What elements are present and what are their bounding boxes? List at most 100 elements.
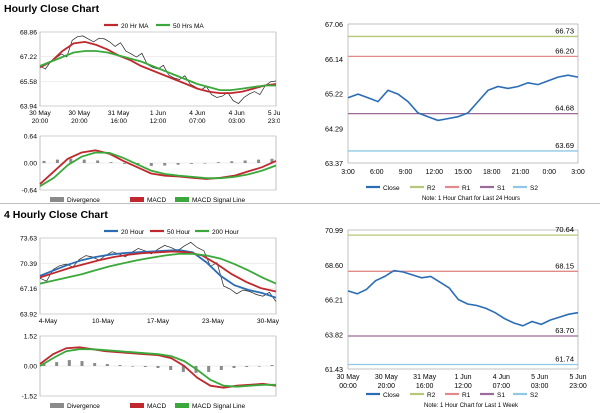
y-tick-label: 67.22 (20, 54, 37, 61)
price-line (39, 241, 277, 302)
histogram-bar (149, 163, 153, 166)
legend-label: 200 Hour (212, 229, 240, 236)
x-tick-label: 5 Jun (531, 374, 548, 381)
x-tick-label: 03:00 (228, 118, 245, 125)
chart-note: Note: 1 Hour Chart for Last 1 Week (424, 403, 519, 409)
close-line (347, 74, 579, 122)
x-tick-label: 23:00 (268, 118, 280, 125)
x-tick-label: 20:00 (71, 118, 88, 125)
x-tick-label: 1 Jun (150, 110, 166, 117)
histogram-bar (105, 364, 109, 366)
x-tick-label: 07:00 (189, 118, 206, 125)
histogram-bar (93, 363, 97, 366)
x-tick-label: 4 Jun (229, 110, 245, 117)
histogram-bar (109, 162, 113, 163)
legend-label: S1 (497, 185, 505, 192)
ma200-line (39, 252, 277, 285)
legend-label: 50 Hrs MA (173, 23, 204, 30)
legend-label: Divergence (67, 197, 100, 204)
hourly-levels-chart: 67.06 66.14 65.22 64.29 63.37 66.73 66.20 64.68… (325, 20, 585, 202)
price-line (39, 35, 277, 104)
x-tick-label: 10-May (92, 318, 115, 325)
legend-swatch (50, 403, 64, 408)
y-tick-label: -1.52 (22, 394, 38, 401)
legend-label: S2 (530, 185, 538, 192)
legend-swatch (175, 197, 189, 202)
y-tick-label: 70.39 (20, 261, 37, 268)
legend-swatch (50, 197, 64, 202)
histogram-bar (169, 366, 173, 370)
x-tick-label: 23:00 (569, 383, 587, 390)
histogram-bar (216, 162, 220, 163)
x-tick-label: 12:00 (425, 169, 443, 176)
x-tick-label: 16:00 (416, 383, 434, 390)
legend-label: MACD Signal Line (192, 197, 245, 204)
ma50-line (39, 250, 277, 293)
y-tick-label: 1.52 (24, 334, 37, 341)
histogram-bar (270, 158, 274, 163)
x-tick-label: 03:00 (531, 383, 549, 390)
x-tick-label: 16:00 (110, 118, 127, 125)
s1-label: 63.70 (555, 326, 574, 335)
y-tick-label: 63.94 (20, 104, 37, 111)
y-tick-label: 0.64 (24, 134, 37, 141)
x-tick-label: 30 May (375, 374, 398, 381)
legend-swatch (175, 403, 189, 408)
legend-swatch (130, 403, 144, 408)
histogram-bar (131, 366, 135, 367)
hourly-price-chart: 68.86 67.22 65.58 63.94 20 Hr MA 50 Hrs MA 30 … (20, 23, 280, 125)
plot-frame (347, 229, 579, 370)
legend-label: R2 (427, 185, 436, 192)
r1-label: 66.20 (555, 46, 574, 55)
chart-note: Note: 1 Hour Chart for Last 24 Hours (422, 196, 520, 202)
x-tick-label: 3:00 (571, 169, 585, 176)
y-tick-label: 66.21 (325, 296, 343, 305)
y-tick-label: -0.64 (22, 188, 38, 195)
histogram-bar (118, 365, 122, 366)
legend-label: R1 (462, 392, 471, 399)
legend-label: MACD (147, 403, 166, 410)
4h-levels-chart: 70.99 68.60 66.21 63.82 61.43 70.64 68.15 63.70… (325, 225, 587, 409)
y-tick-label: 64.29 (325, 124, 343, 133)
x-tick-label: 31 May (108, 110, 130, 117)
r1-label: 68.15 (555, 261, 574, 270)
legend-label: 50 Hour (167, 229, 191, 236)
histogram-bar (230, 161, 234, 163)
y-tick-label: 65.58 (20, 79, 37, 86)
s1-label: 64.68 (555, 104, 574, 113)
y-tick-label: 65.22 (325, 90, 343, 99)
plot-frame (347, 23, 579, 164)
histogram-bar (55, 159, 59, 163)
r2-label: 66.73 (555, 26, 574, 35)
y-tick-label: 67.06 (325, 20, 343, 29)
legend-swatch (130, 197, 144, 202)
histogram-bar (243, 160, 247, 163)
legend-label: 20 Hr MA (121, 23, 149, 30)
legend-label: MACD Signal Line (192, 403, 245, 410)
y-tick-label: 61.43 (325, 365, 343, 374)
y-tick-label: 73.63 (20, 236, 37, 243)
histogram-bar (122, 163, 126, 164)
x-tick-label: 00:00 (339, 383, 357, 390)
histogram-bar (55, 362, 59, 366)
close-line (347, 269, 579, 327)
legend-label: R1 (462, 185, 471, 192)
4h-price-chart: 73.63 70.39 67.16 63.92 20 Hour 50 Hour 200 Ho… (20, 229, 280, 325)
x-tick-label: 3:00 (341, 169, 355, 176)
x-tick-label: 9:00 (399, 169, 413, 176)
legend-label: Close (383, 392, 400, 399)
x-tick-label: 20:00 (32, 118, 49, 125)
histogram-bar (69, 158, 73, 163)
y-tick-label: 0.00 (24, 364, 37, 371)
x-tick-label: 23-May (202, 318, 225, 325)
y-tick-label: 68.86 (20, 30, 37, 37)
x-tick-label: 18:00 (483, 169, 501, 176)
legend-label: S2 (530, 392, 538, 399)
ma20-line (39, 249, 277, 299)
x-tick-label: 15:00 (454, 169, 472, 176)
histogram-bar (219, 366, 223, 370)
x-tick-label: 17-May (147, 318, 170, 325)
x-tick-label: 12:00 (150, 118, 167, 125)
y-tick-label: 66.14 (325, 55, 343, 64)
histogram-bar (245, 366, 249, 367)
